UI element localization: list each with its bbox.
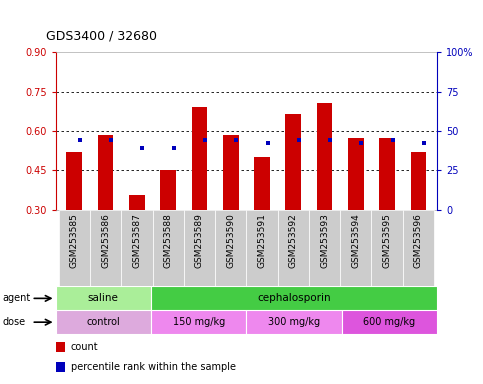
Text: GSM253587: GSM253587 (132, 214, 142, 268)
FancyBboxPatch shape (184, 210, 215, 286)
Bar (379, 137, 395, 210)
Bar (129, 195, 145, 210)
Text: percentile rank within the sample: percentile rank within the sample (71, 362, 236, 372)
Bar (411, 152, 426, 210)
Bar (348, 137, 364, 210)
Bar (342, 310, 437, 334)
Text: GSM253592: GSM253592 (289, 214, 298, 268)
FancyBboxPatch shape (371, 210, 403, 286)
Bar (317, 103, 332, 210)
Bar (246, 310, 342, 334)
Bar (151, 310, 246, 334)
Text: agent: agent (2, 293, 30, 303)
Bar (67, 152, 82, 210)
Text: GSM253594: GSM253594 (351, 214, 360, 268)
Text: GSM253588: GSM253588 (164, 214, 172, 268)
Text: GSM253589: GSM253589 (195, 214, 204, 268)
Text: dose: dose (2, 317, 26, 327)
Text: saline: saline (88, 293, 119, 303)
Text: GSM253591: GSM253591 (257, 214, 267, 268)
Text: GDS3400 / 32680: GDS3400 / 32680 (46, 30, 157, 43)
FancyBboxPatch shape (278, 210, 309, 286)
Text: GSM253590: GSM253590 (226, 214, 235, 268)
Bar (285, 114, 301, 210)
Text: 150 mg/kg: 150 mg/kg (172, 317, 225, 327)
FancyBboxPatch shape (403, 210, 434, 286)
Bar (254, 157, 270, 210)
Text: GSM253595: GSM253595 (383, 214, 392, 268)
Bar (223, 135, 239, 210)
Bar (98, 135, 114, 210)
FancyBboxPatch shape (153, 210, 184, 286)
Text: 600 mg/kg: 600 mg/kg (363, 317, 415, 327)
Bar (160, 170, 176, 210)
Bar (56, 310, 151, 334)
Text: cephalosporin: cephalosporin (257, 293, 331, 303)
FancyBboxPatch shape (121, 210, 153, 286)
FancyBboxPatch shape (90, 210, 121, 286)
Text: count: count (71, 342, 99, 352)
FancyBboxPatch shape (58, 210, 90, 286)
Text: GSM253596: GSM253596 (414, 214, 423, 268)
Text: GSM253593: GSM253593 (320, 214, 329, 268)
Bar (56, 362, 65, 372)
Bar (56, 286, 151, 310)
Text: GSM253586: GSM253586 (101, 214, 110, 268)
Text: control: control (86, 317, 120, 327)
Bar (56, 342, 65, 352)
FancyBboxPatch shape (215, 210, 246, 286)
FancyBboxPatch shape (340, 210, 371, 286)
FancyBboxPatch shape (246, 210, 278, 286)
Text: GSM253585: GSM253585 (70, 214, 79, 268)
Text: 300 mg/kg: 300 mg/kg (268, 317, 320, 327)
Bar (192, 107, 207, 210)
Bar (151, 286, 437, 310)
FancyBboxPatch shape (309, 210, 340, 286)
